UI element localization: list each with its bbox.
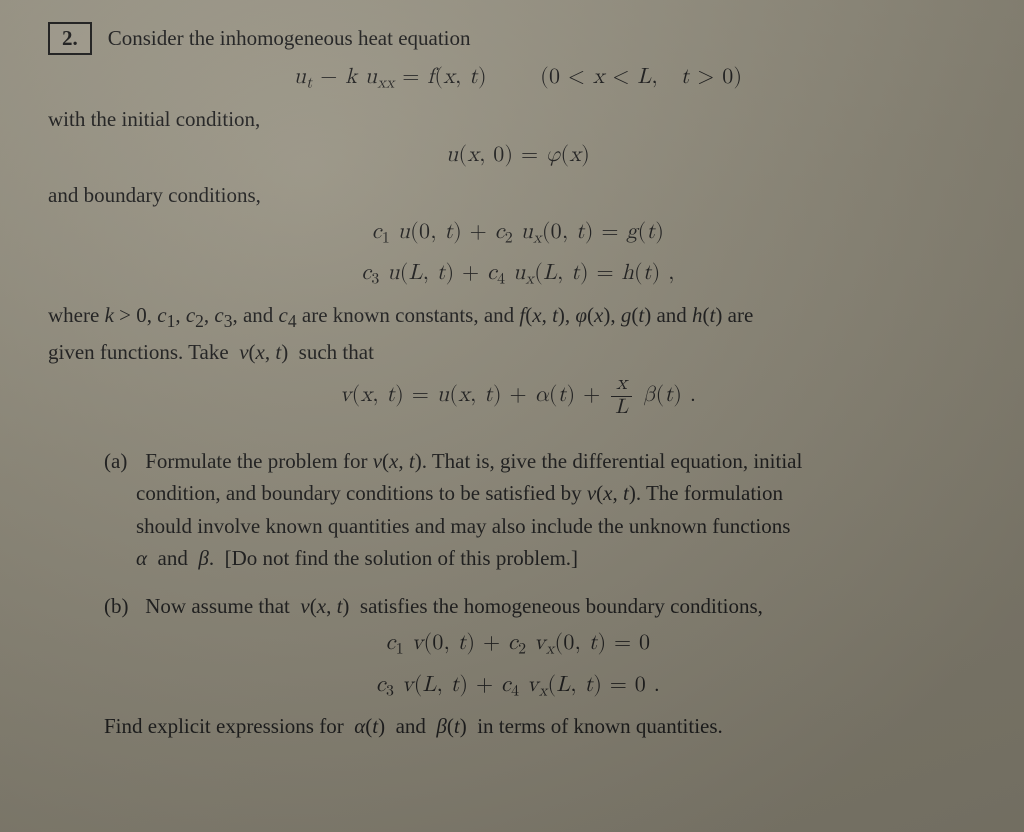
part-b-label: (b) (104, 592, 140, 620)
part-a-label: (a) (104, 447, 140, 475)
equation-bc2: c3 u(L, t) + c4 ux(L, t) = h(t) , (48, 259, 988, 291)
and-boundary-conditions: and boundary conditions, (48, 181, 988, 209)
find-text: Find explicit expressions for α(t) and β… (48, 712, 988, 740)
part-b: (b) Now assume that v(x, t) satisfies th… (48, 592, 988, 620)
problem-page: 2. Consider the inhomogeneous heat equat… (0, 0, 1024, 832)
equation-hbc2: c3 v(L, t) + c4 vx(L, t) = 0 . (48, 671, 988, 703)
header-line: 2. Consider the inhomogeneous heat equat… (48, 22, 988, 55)
part-a-line1: Formulate the problem for v(x, t). That … (145, 449, 802, 473)
equation-hbc1: c1 v(0, t) + c2 vx(0, t) = 0 (48, 629, 988, 661)
with-initial-condition: with the initial condition, (48, 105, 988, 133)
part-a-line2: condition, and boundary conditions to be… (48, 479, 988, 507)
part-a: (a) Formulate the problem for v(x, t). T… (48, 447, 988, 475)
part-b-line1: Now assume that v(x, t) satisfies the ho… (145, 594, 763, 618)
part-a-line3: should involve known quantities and may … (48, 512, 988, 540)
where-text-line2: given functions. Take v(x, t) such that (48, 338, 988, 366)
equation-ic: u(x, 0) = φ(x) (48, 141, 988, 171)
intro-text: Consider the inhomogeneous heat equation (108, 24, 471, 52)
equation-bc1: c1 u(0, t) + c2 ux(0, t) = g(t) (48, 218, 988, 250)
part-a-line4: α and β. [Do not find the solution of th… (48, 544, 988, 572)
where-text-line1: where k > 0, c1, c2, c3, and c4 are know… (48, 301, 988, 334)
parts-block: (a) Formulate the problem for v(x, t). T… (48, 447, 988, 741)
equation-pde: ut − k uxx = f(x, t) (0 < x < L, t > 0) (48, 63, 988, 95)
question-number-box: 2. (48, 22, 92, 55)
equation-v-def: v(x, t) = u(x, t) + α(t) + xL β(t) . (48, 374, 988, 419)
